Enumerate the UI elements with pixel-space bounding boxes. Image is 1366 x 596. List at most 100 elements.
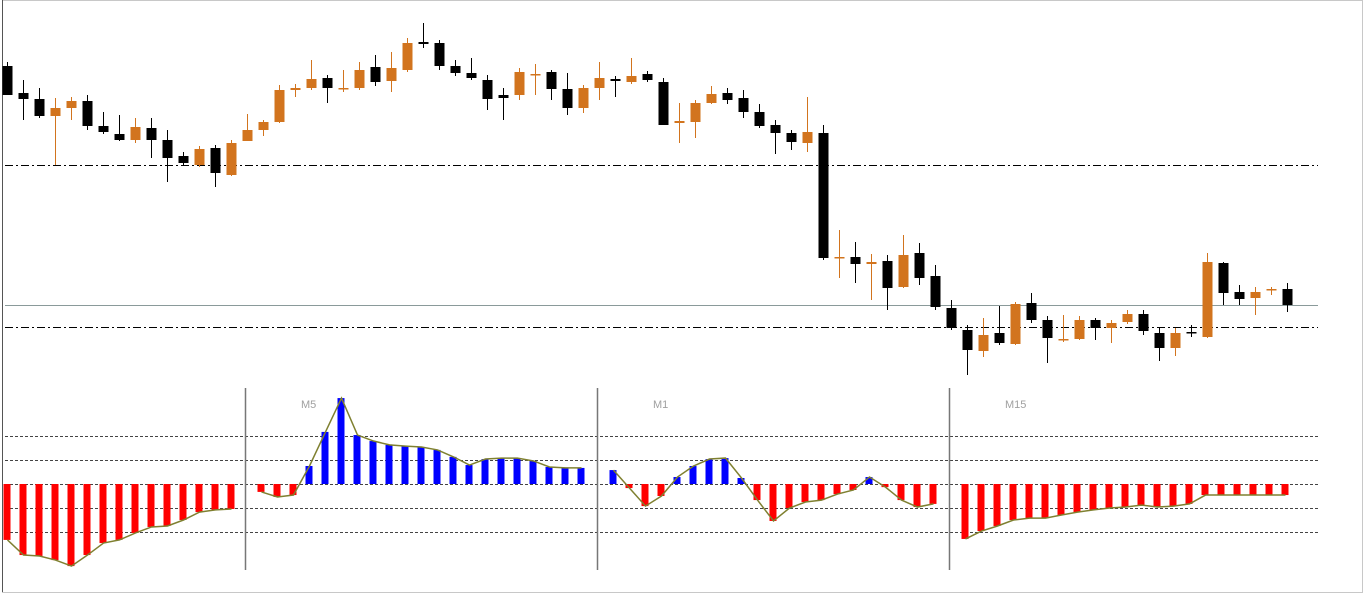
candle-body <box>706 94 717 103</box>
candle-body <box>290 88 301 90</box>
histogram-bar <box>163 484 171 526</box>
histogram-bar <box>1281 484 1289 496</box>
histogram-bar <box>673 477 681 484</box>
candle-body <box>802 132 813 143</box>
candle-body <box>514 72 525 95</box>
histogram-bar <box>99 484 107 544</box>
histogram-bar <box>1057 484 1065 515</box>
candle-body <box>34 99 45 116</box>
histogram-bar <box>305 466 313 484</box>
histogram-bar <box>369 441 377 484</box>
candle-body <box>114 134 125 140</box>
histogram-bar <box>881 484 889 488</box>
histogram-bar <box>195 484 203 513</box>
candle-body <box>274 90 285 122</box>
candle-body <box>434 43 445 66</box>
candle-body <box>1282 289 1293 305</box>
candle-body <box>738 98 749 112</box>
histogram-bar <box>1073 484 1081 513</box>
histogram-bar <box>913 484 921 508</box>
histogram-bar <box>1249 484 1257 496</box>
histogram-bar <box>609 470 617 484</box>
candle-body <box>754 112 765 126</box>
candle-body <box>722 93 733 100</box>
histogram-bar <box>513 458 521 484</box>
candle-body <box>786 133 797 142</box>
histogram-bar <box>1153 484 1161 508</box>
candle-body <box>834 257 845 259</box>
histogram-bar <box>545 466 553 484</box>
candle-body <box>258 122 269 130</box>
candle-body <box>130 127 141 140</box>
histogram-bar <box>465 465 473 484</box>
candle-body <box>866 262 877 264</box>
candle-body <box>466 73 477 78</box>
histogram-bar <box>353 435 361 484</box>
histogram-bar <box>1137 484 1145 506</box>
histogram-bar <box>705 459 713 484</box>
histogram-bar <box>753 484 761 501</box>
histogram-bar <box>449 456 457 484</box>
candle-body <box>882 261 893 288</box>
candle-body <box>1122 314 1133 322</box>
candle-body <box>546 72 557 89</box>
candle-body <box>770 125 781 133</box>
histogram-line <box>261 396 582 498</box>
candle-body <box>626 76 637 82</box>
histogram-bar <box>115 484 123 540</box>
candle-body <box>370 67 381 82</box>
histogram-bar <box>179 484 187 520</box>
histogram-bar <box>289 484 297 496</box>
histogram-bar <box>769 484 777 521</box>
candle-body <box>578 88 589 108</box>
candle-body <box>1090 320 1101 328</box>
candle-body <box>2 66 13 95</box>
histogram-bar <box>337 398 345 484</box>
histogram-bar <box>19 484 27 556</box>
candle-body <box>930 276 941 307</box>
histogram-bar <box>3 484 11 540</box>
histogram-bar <box>977 484 985 532</box>
histogram-bar <box>257 484 265 492</box>
candle-body <box>594 78 605 88</box>
histogram-bar <box>1025 484 1033 519</box>
histogram-bar <box>897 484 905 501</box>
histogram-bar <box>929 484 937 504</box>
candle-body <box>610 79 621 81</box>
candle-body <box>1170 333 1181 348</box>
candle-body <box>850 257 861 264</box>
histogram-bar <box>481 459 489 484</box>
candle-body <box>1026 303 1037 320</box>
candle-body <box>818 133 829 258</box>
histogram-bar <box>227 484 235 509</box>
histogram-line <box>612 457 934 523</box>
candle-body <box>450 66 461 73</box>
histogram-bar <box>417 447 425 484</box>
candle-body <box>642 74 653 80</box>
histogram-bar <box>849 484 857 490</box>
panel-label: M1 <box>653 399 668 411</box>
histogram-bar <box>833 484 841 495</box>
histogram-bar <box>1041 484 1049 519</box>
candle-body <box>530 74 541 76</box>
histogram-bar <box>35 484 43 556</box>
histogram-bar <box>1217 484 1225 496</box>
candle-body <box>82 101 93 126</box>
candle-body <box>658 82 669 125</box>
histogram-bar <box>1105 484 1113 508</box>
candle-body <box>1186 332 1197 334</box>
histogram-bar <box>993 484 1001 526</box>
histogram-bar <box>67 484 75 567</box>
histogram-bar <box>641 484 649 507</box>
histogram-bar <box>817 484 825 501</box>
candle-body <box>354 70 365 88</box>
candle-body <box>1042 320 1053 338</box>
histogram-bar <box>1009 484 1017 520</box>
candle-body <box>962 330 973 350</box>
histogram-line <box>965 494 1286 540</box>
candle-body <box>306 79 317 88</box>
candle-body <box>898 255 909 287</box>
histogram-bar <box>1201 484 1209 496</box>
